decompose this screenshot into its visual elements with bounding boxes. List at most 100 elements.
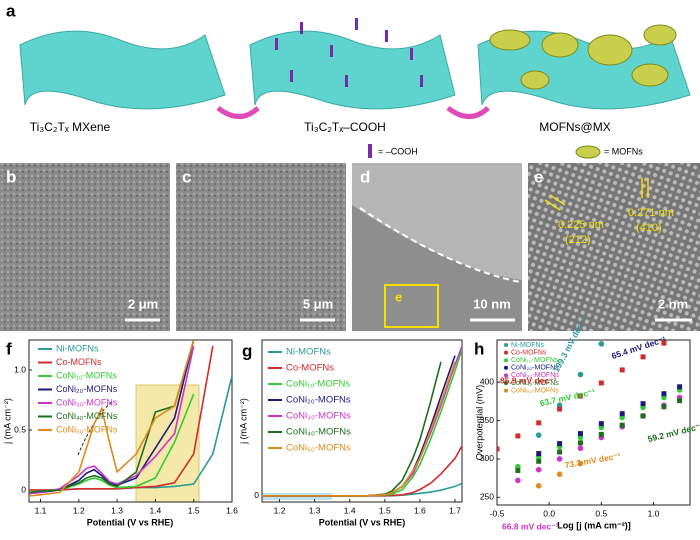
caption: Ti₃C₂Tₓ–COOH xyxy=(304,120,386,134)
legend-label: CoNi₁₀-MOFNs xyxy=(511,357,559,364)
annotation: 66.8 mV dec⁻¹ xyxy=(502,521,559,531)
mofns xyxy=(489,24,677,90)
scale-text: 2 μm xyxy=(128,296,158,311)
x-tick-label: 1.4 xyxy=(149,505,161,515)
marker xyxy=(557,449,563,455)
marker xyxy=(677,384,683,390)
legend-text: = –COOH xyxy=(378,146,418,156)
legend-swatch xyxy=(504,373,508,378)
marker xyxy=(497,446,500,452)
legend-label: CoNi₁₀-MOFNs xyxy=(56,370,117,380)
x-tick-label: 1.1 xyxy=(35,505,47,515)
x-tick-label: 1.3 xyxy=(111,505,123,515)
x-tick-label: 0.0 xyxy=(543,508,555,518)
legend-label: CoNi₅₀-MOFNs xyxy=(56,424,118,434)
cooh-icon xyxy=(368,144,372,158)
marker xyxy=(557,441,563,447)
x-tick-label: 1.6 xyxy=(414,505,426,515)
legend-label: CoNi₄₀-MOFNs xyxy=(56,411,118,421)
y-tick-label: 250 xyxy=(480,492,494,502)
legend-label: CoNi₃₀-MOFNs xyxy=(286,411,351,422)
marker xyxy=(619,411,625,417)
marker xyxy=(577,445,584,452)
marker xyxy=(556,471,563,478)
y-tick-label: 300 xyxy=(480,453,494,463)
x-tick-label: 1.5 xyxy=(188,505,200,515)
cooh-sheet xyxy=(249,30,456,110)
marker xyxy=(556,456,563,462)
scale-text: 10 nm xyxy=(473,296,511,311)
panel-label: f xyxy=(6,339,12,358)
x-axis-label: Log [j (mA cm⁻²)] xyxy=(557,520,630,530)
marker xyxy=(515,477,521,484)
panel-e: e 0.225 nm (212) 0.271 nm (410) 2 nm xyxy=(528,163,700,331)
plot xyxy=(262,345,462,497)
tem-region xyxy=(352,163,522,280)
fringe-marks xyxy=(544,178,649,211)
panel-label: a xyxy=(6,1,16,20)
marker xyxy=(598,431,604,437)
legend-label: CoNi₂₀-MOFNs xyxy=(286,395,351,406)
marker xyxy=(536,458,542,464)
marker xyxy=(661,391,667,397)
zoom-box xyxy=(384,284,439,328)
legend-label: Ni-MOFNs xyxy=(286,347,331,358)
panel-label: c xyxy=(182,167,191,186)
legend-label: Co-MOFNs xyxy=(56,357,102,367)
marker xyxy=(619,422,625,428)
plane: (410) xyxy=(636,222,662,234)
spacing: 0.271 nm xyxy=(628,207,674,219)
plot xyxy=(497,340,683,489)
arrow xyxy=(216,105,260,119)
y-tick-label: 0.5 xyxy=(14,424,26,434)
y-tick-label: 350 xyxy=(480,415,494,425)
marker xyxy=(661,404,667,410)
y-tick-label: 1.0 xyxy=(14,364,26,374)
marker xyxy=(677,398,683,404)
marker xyxy=(577,393,583,399)
mofns-sheet xyxy=(477,30,691,110)
marker xyxy=(598,380,604,386)
caption: MOFNs@MX xyxy=(539,120,611,134)
legend-label: Ni-MOFNs xyxy=(56,343,99,353)
marker xyxy=(536,451,542,457)
x-axis-label: Potential (V vs RHE) xyxy=(87,517,174,527)
panel-label: h xyxy=(474,339,484,358)
legend-swatch xyxy=(504,388,508,393)
annotation: 85.9 mV dec⁻¹ xyxy=(500,375,557,385)
marker xyxy=(577,371,584,378)
panel-c: c 5 μm xyxy=(176,163,346,331)
plot-frame xyxy=(496,339,691,506)
legend-swatch xyxy=(504,365,508,370)
legend-swatch xyxy=(504,381,508,385)
marker xyxy=(535,432,542,438)
y-axis-label: j (mA cm⁻²) xyxy=(238,398,248,445)
sem-image xyxy=(176,163,346,331)
panel-label: d xyxy=(360,167,370,186)
box-label: e xyxy=(395,289,402,304)
legend-swatch xyxy=(504,358,508,363)
marker xyxy=(598,341,605,347)
plane: (212) xyxy=(565,234,591,246)
data-line xyxy=(29,340,195,497)
marker xyxy=(577,460,584,467)
plot-frame xyxy=(28,339,233,503)
x-axis-label: Potential (V vs RHE) xyxy=(319,517,406,527)
legend-label: Co-MOFNs xyxy=(286,363,334,374)
data-line xyxy=(29,345,195,495)
annotation: 65.4 mV dec⁻¹ xyxy=(610,334,667,361)
plot-frame xyxy=(261,339,463,503)
legend-label: CoNi₄₀-MOFNs xyxy=(511,380,559,387)
marker xyxy=(577,440,583,446)
x-tick-label: 1.3 xyxy=(309,505,321,515)
legend-swatch xyxy=(504,343,508,347)
x-tick-label: -0.5 xyxy=(490,508,505,518)
legend-label: CoNi₃₀-MOFNs xyxy=(56,397,118,407)
marker xyxy=(535,466,542,473)
x-tick-label: 0.5 xyxy=(595,508,607,518)
legend-label: CoNi₂₀-MOFNs xyxy=(56,384,118,394)
panel-d: d e 10 nm xyxy=(352,163,522,331)
annotation: 59.2 mV dec⁻¹ xyxy=(647,421,700,444)
legend-label: Ni-MOFNs xyxy=(511,342,545,349)
